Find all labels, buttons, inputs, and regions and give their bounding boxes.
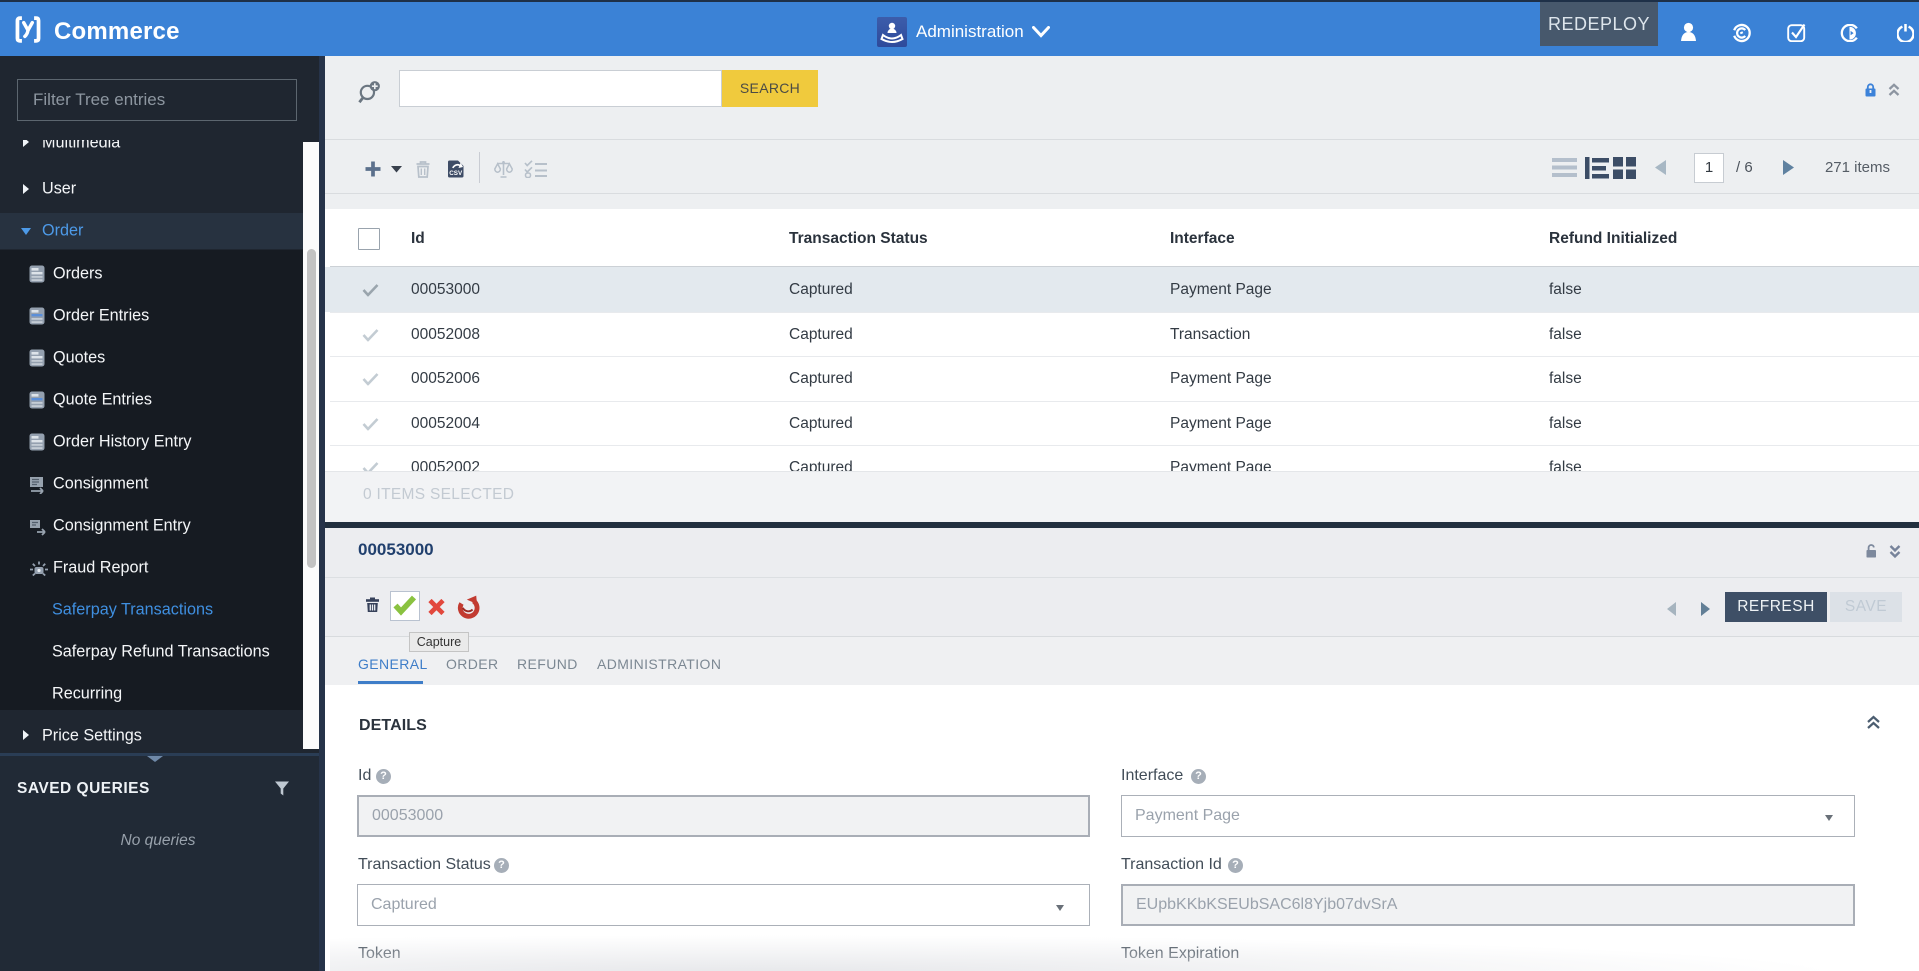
svg-text:CSV: CSV: [449, 170, 463, 177]
